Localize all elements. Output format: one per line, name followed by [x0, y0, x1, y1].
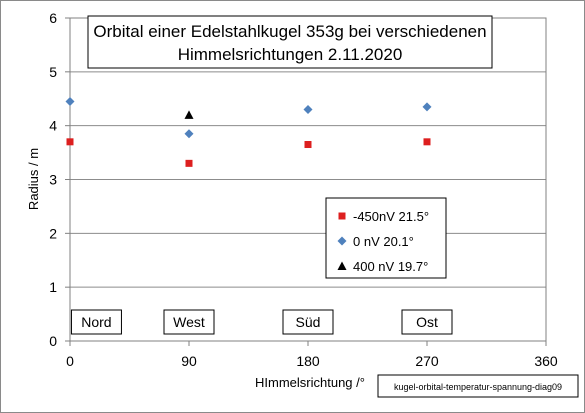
legend-label: 0 nV 20.1°	[353, 234, 414, 249]
data-point-square	[304, 141, 312, 149]
legend-marker-square	[338, 212, 346, 220]
source-label-box: kugel-orbital-temperatur-spannung-diag09	[377, 374, 579, 398]
x-tick-label: 90	[181, 353, 197, 369]
data-point-diamond	[303, 105, 313, 115]
chart-title-line2: Himmelsrichtungen 2.11.2020	[178, 45, 403, 64]
gridlines	[70, 71, 546, 288]
y-tick-label: 1	[49, 279, 57, 295]
legend-label: -450nV 21.5°	[353, 209, 429, 224]
data-point-square	[185, 159, 193, 167]
direction-labels: Nord West Süd Ost	[70, 309, 453, 335]
direction-label: West	[173, 314, 205, 330]
x-tick-label: 180	[296, 353, 320, 369]
legend-marker-triangle	[337, 261, 347, 270]
x-axis-label: HImmelsrichtung /°	[255, 375, 365, 390]
y-axis-ticks: 0 1 2 3 4 5 6	[49, 10, 70, 349]
data-point-diamond	[65, 96, 75, 106]
direction-label-box	[282, 309, 334, 335]
source-label: kugel-orbital-temperatur-spannung-diag09	[394, 382, 562, 392]
x-tick-label: 0	[66, 353, 74, 369]
y-tick-label: 2	[49, 225, 57, 241]
data-point-square	[423, 138, 431, 146]
direction-label: Ost	[416, 314, 438, 330]
data-points	[65, 96, 432, 167]
data-point-triangle	[184, 110, 194, 119]
y-tick-label: 0	[49, 333, 57, 349]
legend: -450nV 21.5° 0 nV 20.1° 400 nV 19.7°	[325, 197, 447, 279]
y-tick-label: 4	[49, 118, 57, 134]
y-tick-label: 6	[49, 10, 57, 26]
x-axis-ticks: 0 90 180 270 360	[66, 341, 558, 369]
direction-label-box	[70, 309, 122, 335]
direction-label: Nord	[81, 314, 111, 330]
chart-title-box: Orbital einer Edelstahlkugel 353g bei ve…	[87, 15, 493, 69]
legend-marker-diamond	[337, 236, 347, 246]
direction-label-box	[401, 309, 453, 335]
data-point-square	[66, 138, 74, 146]
legend-label: 400 nV 19.7°	[353, 259, 428, 274]
direction-label: Süd	[296, 314, 321, 330]
x-tick-label: 270	[415, 353, 439, 369]
data-point-diamond	[184, 129, 194, 139]
data-point-diamond	[422, 102, 432, 112]
x-tick-label: 360	[534, 353, 558, 369]
y-tick-label: 5	[49, 64, 57, 80]
chart-title-line1: Orbital einer Edelstahlkugel 353g bei ve…	[93, 22, 486, 41]
y-axis-label: Radius / m	[26, 148, 41, 210]
direction-label-box	[163, 309, 215, 335]
y-tick-label: 3	[49, 172, 57, 188]
